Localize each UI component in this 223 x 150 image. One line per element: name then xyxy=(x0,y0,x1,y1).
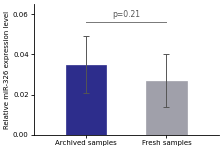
Bar xyxy=(66,64,106,135)
Bar xyxy=(146,81,187,135)
Text: p=0.21: p=0.21 xyxy=(112,10,140,19)
Y-axis label: Relative miR-326 expression level: Relative miR-326 expression level xyxy=(4,11,10,129)
